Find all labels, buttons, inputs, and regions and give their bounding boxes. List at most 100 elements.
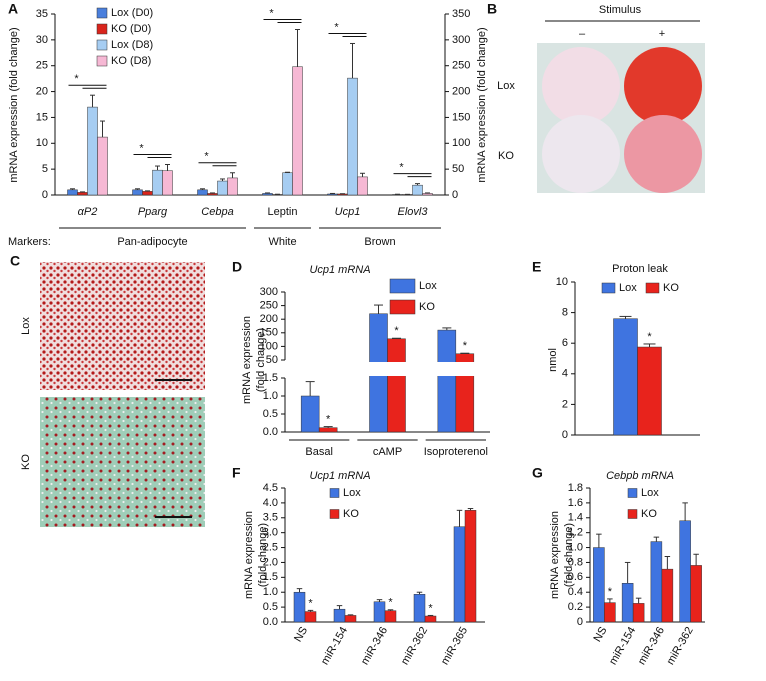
legend-swatch	[627, 488, 638, 498]
y-tick-label: 0.8	[568, 556, 583, 568]
bar	[97, 136, 108, 196]
significance-star: *	[204, 151, 209, 163]
bar	[437, 329, 457, 433]
legend-label: KO	[641, 508, 657, 520]
axis-break	[279, 362, 492, 376]
panel-letter: D	[232, 259, 242, 275]
significance-star: *	[399, 162, 404, 174]
bar	[333, 608, 346, 623]
significance-star: *	[608, 586, 613, 598]
legend-swatch	[96, 23, 108, 35]
legend-swatch	[389, 278, 416, 294]
bar	[387, 338, 406, 433]
bar	[227, 177, 238, 196]
legend-label: Lox	[619, 282, 637, 294]
chart-title: Cebpb mRNA	[606, 470, 674, 482]
bar	[604, 602, 616, 623]
x-tick-label: NS	[292, 625, 310, 644]
y-axis-label: (fold change)	[257, 523, 269, 587]
y-tick-label: 350	[452, 8, 470, 20]
bar	[412, 184, 423, 196]
y-tick-label: 10	[36, 137, 48, 149]
y-tick-label: 50	[266, 354, 278, 366]
column-label: –	[579, 28, 586, 40]
x-tick-label: miR-362	[399, 625, 430, 667]
y-tick-label: 2.5	[263, 541, 278, 553]
y-tick-label: 300	[452, 34, 470, 46]
y-tick-label: 0.4	[568, 586, 583, 598]
y-tick-label: 200	[260, 313, 278, 325]
significance-star: *	[647, 331, 652, 343]
legend-swatch	[96, 7, 108, 19]
significance-star: *	[334, 21, 339, 33]
legend-label: Lox	[343, 487, 361, 499]
bar	[152, 169, 163, 196]
x-tick-label: miR-154	[319, 625, 350, 667]
bar	[282, 172, 293, 196]
significance-star: *	[428, 602, 433, 614]
row-label: Lox	[497, 80, 515, 92]
y-tick-label: 0	[452, 189, 458, 201]
row-label: KO	[20, 454, 32, 470]
legend-label: KO	[419, 301, 435, 313]
y-tick-label: 15	[36, 111, 48, 123]
group-heading: Markers:	[8, 236, 51, 248]
significance-star: *	[463, 340, 468, 352]
legend-label: KO (D8)	[111, 55, 151, 67]
bar	[413, 594, 426, 623]
y-tick-label: 0	[562, 429, 568, 441]
bar	[650, 541, 663, 623]
x-tick-label: Pparg	[138, 206, 168, 218]
y-tick-label: 150	[452, 111, 470, 123]
y-tick-label: 250	[452, 60, 470, 72]
bar	[344, 615, 357, 623]
y-tick-label: 1.6	[568, 497, 583, 509]
bar	[357, 176, 368, 196]
legend-label: KO	[663, 282, 679, 294]
bar	[593, 547, 605, 623]
x-tick-label: miR-154	[607, 625, 638, 667]
y-tick-label: 0	[577, 616, 583, 628]
y-tick-label: 2	[562, 398, 568, 410]
bar	[637, 346, 662, 436]
x-tick-label: miR-346	[359, 625, 390, 667]
y-tick-label: 5	[42, 163, 48, 175]
y-tick-label: 50	[452, 163, 464, 175]
y-axis-label: (fold change)	[255, 328, 267, 392]
x-tick-label: Isoproterenol	[424, 446, 488, 458]
legend-swatch	[389, 299, 416, 315]
y-tick-label: 3.0	[263, 527, 278, 539]
legend-swatch	[601, 282, 616, 294]
group-label: Pan-adipocyte	[117, 236, 187, 248]
x-tick-label: Elovl3	[398, 206, 429, 218]
legend-swatch	[329, 488, 340, 498]
bar	[453, 526, 466, 623]
y-tick-label: 1.0	[568, 541, 583, 553]
y-tick-label: 250	[260, 300, 278, 312]
group-label: Brown	[364, 236, 395, 248]
panel-letter: A	[8, 1, 18, 17]
bar	[87, 106, 98, 196]
bar	[262, 193, 273, 196]
bar	[347, 77, 358, 196]
bar	[142, 191, 153, 196]
significance-star: *	[74, 73, 79, 85]
panel-letter: B	[487, 1, 497, 17]
y-tick-label: 25	[36, 60, 48, 72]
well	[542, 47, 620, 125]
bar	[661, 568, 674, 623]
panel-letter: C	[10, 253, 20, 269]
column-label: +	[659, 28, 665, 40]
panel-letter: G	[532, 465, 543, 481]
y-tick-label: 200	[452, 85, 470, 97]
legend-swatch	[329, 509, 340, 519]
y-tick-label: 100	[260, 340, 278, 352]
y-tick-label: 0.5	[263, 408, 278, 420]
y-tick-label: 35	[36, 8, 48, 20]
y-axis-label: mRNA expression (fold change)	[8, 27, 20, 182]
bar	[384, 610, 397, 623]
bar	[632, 603, 645, 623]
y-tick-label: 0.6	[568, 571, 583, 583]
x-tick-label: Cebpa	[201, 206, 233, 218]
